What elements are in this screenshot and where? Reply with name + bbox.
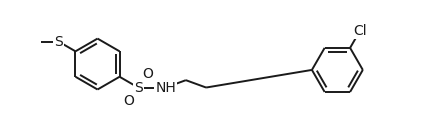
Text: NH: NH: [155, 81, 176, 95]
Text: Cl: Cl: [353, 24, 367, 38]
Text: S: S: [54, 35, 63, 49]
Text: O: O: [123, 94, 134, 108]
Text: S: S: [134, 81, 143, 95]
Text: O: O: [142, 67, 153, 81]
